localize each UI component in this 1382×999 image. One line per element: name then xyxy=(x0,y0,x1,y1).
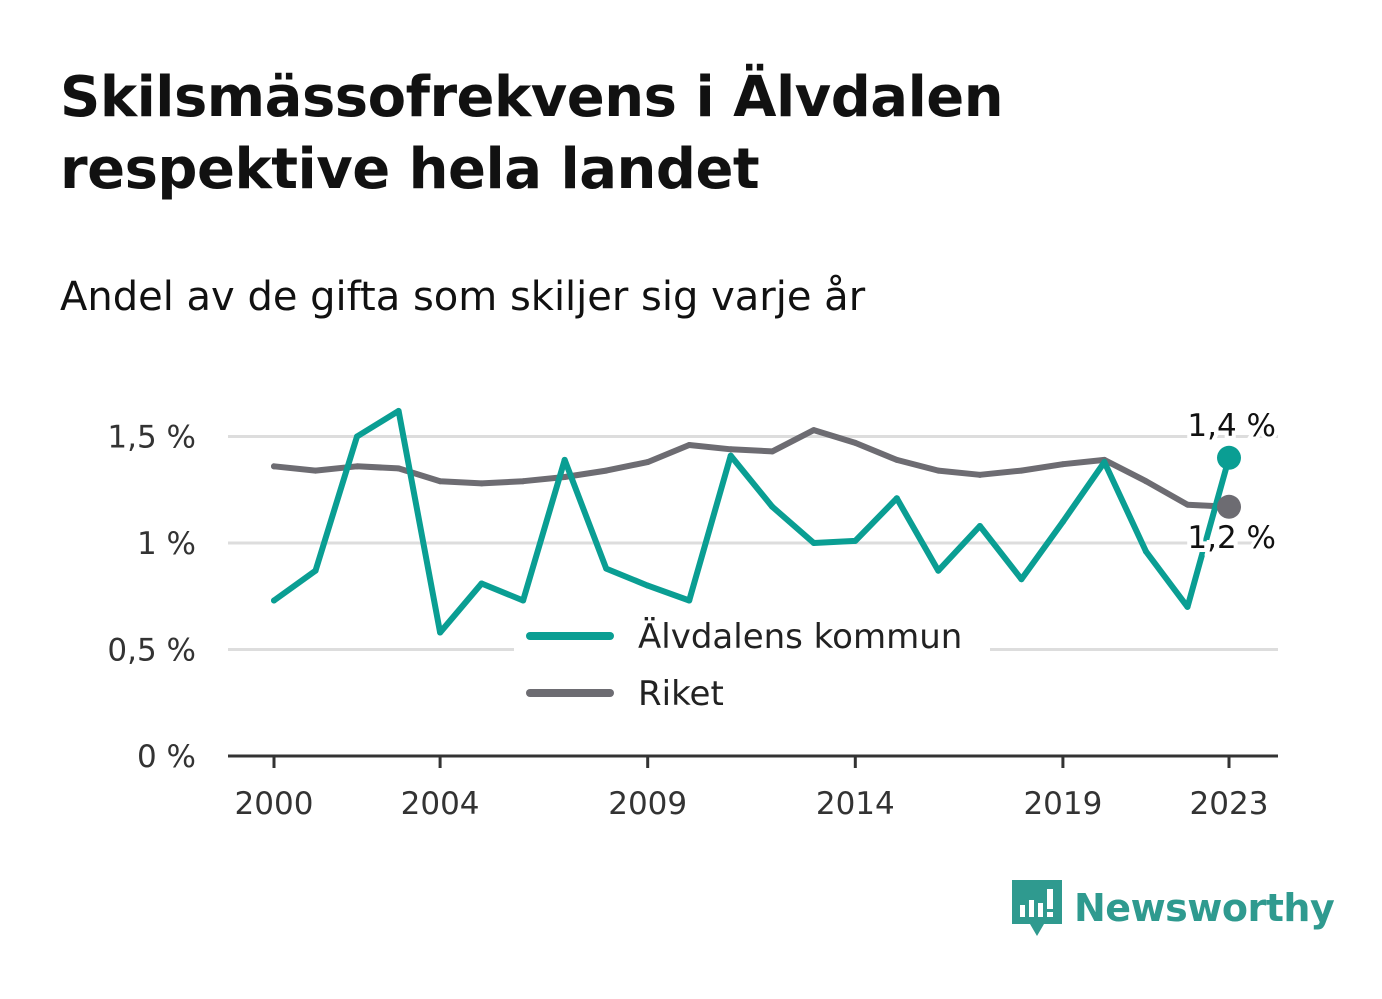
x-axis-ticks: 2000 2004 2009 2014 2019 2023 xyxy=(235,756,1269,822)
y-tick-label: 0,5 % xyxy=(107,633,196,669)
riket-point xyxy=(1184,501,1191,508)
y-tick-label: 0 % xyxy=(137,739,196,775)
alvdalen-point xyxy=(810,540,817,546)
riket-point xyxy=(354,463,361,470)
riket-point xyxy=(1059,461,1066,468)
riket-point xyxy=(976,471,983,478)
riket-point xyxy=(1018,467,1025,474)
alvdalen-point xyxy=(727,452,734,459)
alvdalen-point xyxy=(561,456,568,463)
series-lines xyxy=(271,407,1232,636)
alvdalen-point xyxy=(976,522,983,529)
alvdalen-point xyxy=(603,565,610,572)
y-tick-label: 1,5 % xyxy=(107,420,196,456)
alvdalen-point xyxy=(1059,518,1066,525)
alvdalen-point xyxy=(1184,603,1191,610)
riket-point xyxy=(312,467,319,474)
alvdalen-end-label: 1,4 % xyxy=(1187,408,1276,444)
end-labels: 1,4 % 1,2 % xyxy=(1183,404,1280,560)
riket-point xyxy=(810,427,817,434)
x-tick-label: 2019 xyxy=(1023,786,1102,822)
alvdalen-point xyxy=(312,567,319,574)
x-tick-label: 2014 xyxy=(816,786,895,822)
alvdalen-point xyxy=(354,433,361,440)
riket-point xyxy=(478,480,485,487)
chart-title-line-1: Skilsmässofrekvens i Älvdalen xyxy=(60,65,1004,130)
brand-logo: Newsworthy xyxy=(1010,878,1335,938)
series-riket-line xyxy=(271,427,1232,510)
series-alvdalen-line xyxy=(271,407,1232,636)
riket-end-marker xyxy=(1217,494,1241,519)
brand-name: Newsworthy xyxy=(1074,886,1335,930)
riket-point xyxy=(893,456,900,463)
alvdalen-point xyxy=(935,567,942,574)
alvdalen-end-marker xyxy=(1217,445,1241,470)
chart-title: Skilsmässofrekvens i Älvdalen respektive… xyxy=(60,62,1160,206)
riket-point xyxy=(852,439,859,446)
y-tick-label: 1 % xyxy=(137,526,196,562)
riket-point xyxy=(644,459,651,466)
riket-point xyxy=(1142,478,1149,485)
alvdalen-point xyxy=(893,495,900,502)
legend-label: Älvdalens kommun xyxy=(638,617,962,657)
alvdalen-point xyxy=(520,597,527,604)
alvdalen-point xyxy=(395,407,402,414)
alvdalen-point xyxy=(1018,576,1025,583)
riket-point xyxy=(727,446,734,453)
alvdalen-point xyxy=(1101,459,1108,466)
legend: Älvdalens kommun Riket xyxy=(514,604,990,724)
chart-title-line-2: respektive hela landet xyxy=(60,137,760,202)
alvdalen-point xyxy=(437,629,444,636)
riket-point xyxy=(437,478,444,485)
alvdalen-point xyxy=(271,597,277,604)
riket-point xyxy=(603,467,610,474)
riket-point xyxy=(686,442,693,449)
x-tick-label: 2023 xyxy=(1190,786,1269,822)
newsworthy-logo-icon xyxy=(1012,880,1062,936)
y-axis-ticks: 0 % 0,5 % 1 % 1,5 % xyxy=(107,420,196,776)
alvdalen-point xyxy=(1142,548,1149,555)
legend-label: Riket xyxy=(638,674,724,714)
x-tick-label: 2004 xyxy=(401,786,480,822)
alvdalen-point xyxy=(686,597,693,604)
riket-end-label: 1,2 % xyxy=(1187,520,1276,556)
chart-subtitle: Andel av de gifta som skiljer sig varje … xyxy=(60,274,866,320)
legend-background xyxy=(514,604,990,724)
x-tick-label: 2009 xyxy=(608,786,687,822)
alvdalen-point xyxy=(769,503,776,510)
riket-point xyxy=(395,465,402,472)
alvdalen-point xyxy=(644,582,651,589)
riket-point xyxy=(935,467,942,474)
riket-point xyxy=(271,463,277,470)
alvdalen-point xyxy=(478,580,485,587)
riket-point xyxy=(520,478,527,485)
alvdalen-point xyxy=(852,537,859,544)
x-tick-label: 2000 xyxy=(235,786,314,822)
riket-point xyxy=(769,448,776,455)
